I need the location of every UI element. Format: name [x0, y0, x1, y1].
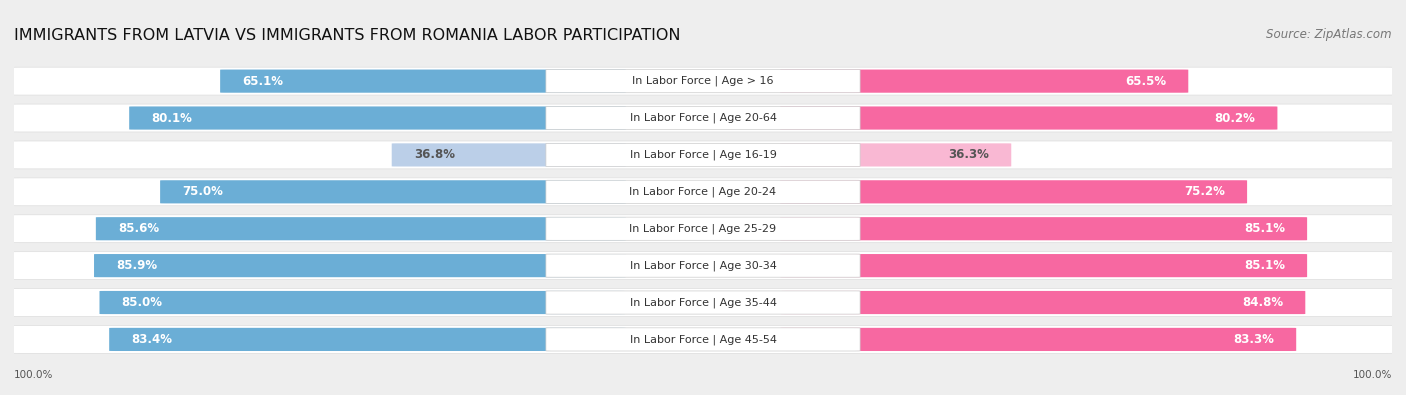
FancyBboxPatch shape [10, 104, 1396, 132]
FancyBboxPatch shape [780, 217, 1308, 240]
FancyBboxPatch shape [546, 328, 860, 351]
Text: 85.1%: 85.1% [1244, 222, 1285, 235]
Text: 100.0%: 100.0% [1353, 370, 1392, 380]
FancyBboxPatch shape [780, 291, 1305, 314]
FancyBboxPatch shape [110, 328, 626, 351]
FancyBboxPatch shape [780, 106, 1278, 130]
Text: 75.0%: 75.0% [183, 185, 224, 198]
FancyBboxPatch shape [546, 106, 860, 130]
Text: 36.8%: 36.8% [413, 149, 454, 162]
FancyBboxPatch shape [10, 141, 1396, 169]
Text: In Labor Force | Age 35-44: In Labor Force | Age 35-44 [630, 297, 776, 308]
Text: In Labor Force | Age 16-19: In Labor Force | Age 16-19 [630, 150, 776, 160]
FancyBboxPatch shape [10, 215, 1396, 243]
Text: 36.3%: 36.3% [948, 149, 990, 162]
FancyBboxPatch shape [546, 254, 860, 277]
FancyBboxPatch shape [546, 291, 860, 314]
FancyBboxPatch shape [392, 143, 626, 167]
FancyBboxPatch shape [780, 180, 1247, 203]
Text: 100.0%: 100.0% [14, 370, 53, 380]
FancyBboxPatch shape [160, 180, 626, 203]
Text: 85.1%: 85.1% [1244, 259, 1285, 272]
Text: 85.0%: 85.0% [121, 296, 163, 309]
Text: 65.5%: 65.5% [1125, 75, 1166, 88]
Text: In Labor Force | Age > 16: In Labor Force | Age > 16 [633, 76, 773, 87]
FancyBboxPatch shape [546, 143, 860, 167]
Text: In Labor Force | Age 30-34: In Labor Force | Age 30-34 [630, 260, 776, 271]
Text: 83.4%: 83.4% [131, 333, 172, 346]
Text: In Labor Force | Age 45-54: In Labor Force | Age 45-54 [630, 334, 776, 345]
Text: 80.1%: 80.1% [152, 111, 193, 124]
Text: IMMIGRANTS FROM LATVIA VS IMMIGRANTS FROM ROMANIA LABOR PARTICIPATION: IMMIGRANTS FROM LATVIA VS IMMIGRANTS FRO… [14, 28, 681, 43]
FancyBboxPatch shape [780, 254, 1308, 277]
FancyBboxPatch shape [10, 67, 1396, 95]
FancyBboxPatch shape [546, 180, 860, 203]
FancyBboxPatch shape [221, 70, 626, 93]
Text: 85.6%: 85.6% [118, 222, 159, 235]
FancyBboxPatch shape [10, 289, 1396, 316]
Text: 80.2%: 80.2% [1215, 111, 1256, 124]
FancyBboxPatch shape [100, 291, 626, 314]
FancyBboxPatch shape [546, 70, 860, 93]
FancyBboxPatch shape [10, 178, 1396, 206]
Text: 85.9%: 85.9% [117, 259, 157, 272]
FancyBboxPatch shape [780, 328, 1296, 351]
Text: 75.2%: 75.2% [1184, 185, 1225, 198]
Text: In Labor Force | Age 20-64: In Labor Force | Age 20-64 [630, 113, 776, 123]
FancyBboxPatch shape [10, 252, 1396, 280]
FancyBboxPatch shape [129, 106, 626, 130]
Text: In Labor Force | Age 25-29: In Labor Force | Age 25-29 [630, 224, 776, 234]
FancyBboxPatch shape [546, 217, 860, 240]
FancyBboxPatch shape [780, 143, 1011, 167]
Text: 83.3%: 83.3% [1233, 333, 1274, 346]
FancyBboxPatch shape [96, 217, 626, 240]
FancyBboxPatch shape [780, 70, 1188, 93]
FancyBboxPatch shape [94, 254, 626, 277]
Text: 65.1%: 65.1% [242, 75, 283, 88]
Text: 84.8%: 84.8% [1241, 296, 1284, 309]
Text: In Labor Force | Age 20-24: In Labor Force | Age 20-24 [630, 186, 776, 197]
Text: Source: ZipAtlas.com: Source: ZipAtlas.com [1267, 28, 1392, 41]
FancyBboxPatch shape [10, 325, 1396, 354]
